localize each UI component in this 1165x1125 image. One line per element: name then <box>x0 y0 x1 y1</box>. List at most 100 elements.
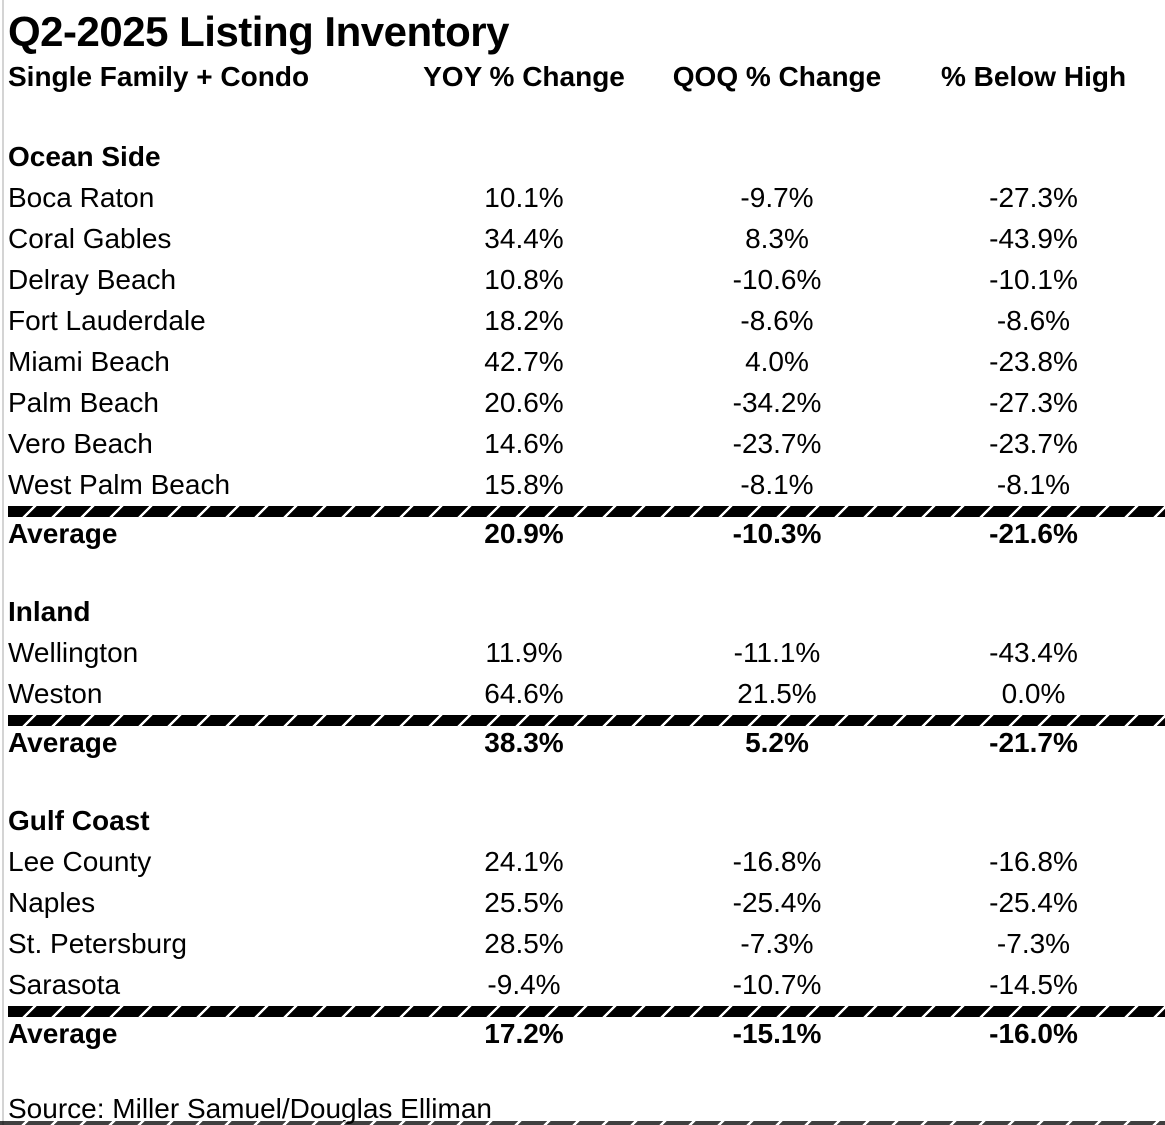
below-high-average: -16.0% <box>989 1018 1078 1049</box>
spacer-row <box>8 1051 1165 1089</box>
yoy-value: 11.9% <box>485 636 563 668</box>
table-row: West Palm Beach 15.8% -8.1% -8.1% <box>8 464 1165 505</box>
average-label: Average <box>8 1018 118 1049</box>
yoy-average: 17.2% <box>484 1018 564 1049</box>
average-label: Average <box>8 727 118 758</box>
below-high-value: -43.4% <box>989 636 1078 668</box>
qoq-value: -16.8% <box>732 845 822 877</box>
row-label: Naples <box>8 886 96 918</box>
row-label: St. Petersburg <box>8 927 187 959</box>
row-label: Wellington <box>8 636 139 668</box>
yoy-value: -9.4% <box>487 968 561 1000</box>
qoq-value: 4.0% <box>745 345 809 377</box>
bottom-edge-hatch <box>0 1121 1165 1125</box>
qoq-value: -8.1% <box>740 468 814 500</box>
spacer-row <box>8 96 1165 136</box>
average-row: Average 20.9% -10.3% -21.6% <box>8 517 1165 551</box>
below-high-value: -8.1% <box>996 468 1071 500</box>
table-row: Boca Raton 10.1% -9.7% -27.3% <box>8 177 1165 218</box>
yoy-value: 25.5% <box>484 886 564 918</box>
qoq-value: -23.7% <box>732 427 822 459</box>
below-high-value: -10.1% <box>989 263 1078 295</box>
table-row: Vero Beach 14.6% -23.7% -23.7% <box>8 423 1165 464</box>
yoy-value: 42.7% <box>484 345 564 377</box>
hatched-divider <box>8 714 1165 726</box>
column-header-below-high: % Below High <box>940 61 1127 92</box>
yoy-value: 14.6% <box>484 427 564 459</box>
below-high-value: -25.4% <box>989 886 1078 918</box>
yoy-value: 64.6% <box>484 677 564 709</box>
yoy-value: 10.8% <box>484 263 564 295</box>
table-row: Fort Lauderdale 18.2% -8.6% -8.6% <box>8 300 1165 341</box>
below-high-value: -23.8% <box>989 345 1078 377</box>
qoq-value: -8.6% <box>740 304 814 336</box>
below-high-value: 0.0% <box>1001 677 1066 709</box>
row-label: Palm Beach <box>8 386 159 418</box>
below-high-value: -43.9% <box>989 222 1078 254</box>
qoq-value: -10.7% <box>732 968 822 1000</box>
section-header-ocean-side: Ocean Side <box>8 136 1165 177</box>
average-row: Average 17.2% -15.1% -16.0% <box>8 1017 1165 1051</box>
yoy-value: 18.2% <box>484 304 564 336</box>
hatch-band <box>8 505 1165 517</box>
qoq-average: -15.1% <box>732 1018 822 1049</box>
below-high-value: -7.3% <box>996 927 1071 959</box>
header-row: Single Family + Condo YOY % Change QOQ %… <box>8 58 1165 96</box>
table-row: Wellington 11.9% -11.1% -43.4% <box>8 632 1165 673</box>
row-label: Fort Lauderdale <box>8 304 206 336</box>
spacer-row <box>8 760 1165 800</box>
average-label: Average <box>8 518 118 549</box>
qoq-value: -10.6% <box>732 263 822 295</box>
yoy-value: 28.5% <box>484 927 564 959</box>
yoy-value: 20.6% <box>484 386 564 418</box>
hatched-divider <box>8 505 1165 517</box>
qoq-value: -25.4% <box>732 886 822 918</box>
column-header-name: Single Family + Condo <box>8 61 310 92</box>
section-title: Ocean Side <box>8 140 161 172</box>
left-edge-line <box>2 0 4 1125</box>
page-title: Q2-2025 Listing Inventory <box>8 8 509 55</box>
section-title: Inland <box>8 595 91 627</box>
qoq-value: -7.3% <box>740 927 814 959</box>
table-row: Coral Gables 34.4% 8.3% -43.9% <box>8 218 1165 259</box>
column-header-qoq: QOQ % Change <box>672 61 882 92</box>
average-row: Average 38.3% 5.2% -21.7% <box>8 726 1165 760</box>
qoq-value: -34.2% <box>732 386 822 418</box>
row-label: Delray Beach <box>8 263 177 295</box>
below-high-value: -27.3% <box>989 386 1078 418</box>
row-label: Vero Beach <box>8 427 153 459</box>
spacer-row <box>8 551 1165 591</box>
yoy-value: 10.1% <box>484 181 564 213</box>
qoq-value: 8.3% <box>745 222 809 254</box>
yoy-value: 34.4% <box>484 222 564 254</box>
qoq-average: -10.3% <box>732 518 822 549</box>
below-high-average: -21.6% <box>989 518 1078 549</box>
yoy-average: 38.3% <box>484 727 564 758</box>
yoy-value: 15.8% <box>484 468 564 500</box>
source-note: Source: Miller Samuel/Douglas Elliman <box>8 1093 492 1124</box>
row-label: West Palm Beach <box>8 468 231 500</box>
hatched-divider <box>8 1005 1165 1017</box>
column-header-yoy: YOY % Change <box>423 61 625 92</box>
section-title: Gulf Coast <box>8 804 150 836</box>
row-label: Lee County <box>8 845 152 877</box>
row-label: Sarasota <box>8 968 121 1000</box>
section-header-inland: Inland <box>8 591 1165 632</box>
qoq-value: -11.1% <box>733 636 821 668</box>
table-row: Sarasota -9.4% -10.7% -14.5% <box>8 964 1165 1005</box>
table-row: Palm Beach 20.6% -34.2% -27.3% <box>8 382 1165 423</box>
table-row: Delray Beach 10.8% -10.6% -10.1% <box>8 259 1165 300</box>
section-header-gulf-coast: Gulf Coast <box>8 800 1165 841</box>
below-high-value: -14.5% <box>989 968 1078 1000</box>
below-high-value: -16.8% <box>989 845 1078 877</box>
below-high-value: -23.7% <box>989 427 1078 459</box>
table-row: Naples 25.5% -25.4% -25.4% <box>8 882 1165 923</box>
table-row: Weston 64.6% 21.5% 0.0% <box>8 673 1165 714</box>
table-row: Lee County 24.1% -16.8% -16.8% <box>8 841 1165 882</box>
hatch-band <box>8 714 1165 726</box>
table-row: Miami Beach 42.7% 4.0% -23.8% <box>8 341 1165 382</box>
inventory-table: Single Family + Condo YOY % Change QOQ %… <box>8 58 1165 1089</box>
qoq-value: 21.5% <box>737 677 817 709</box>
